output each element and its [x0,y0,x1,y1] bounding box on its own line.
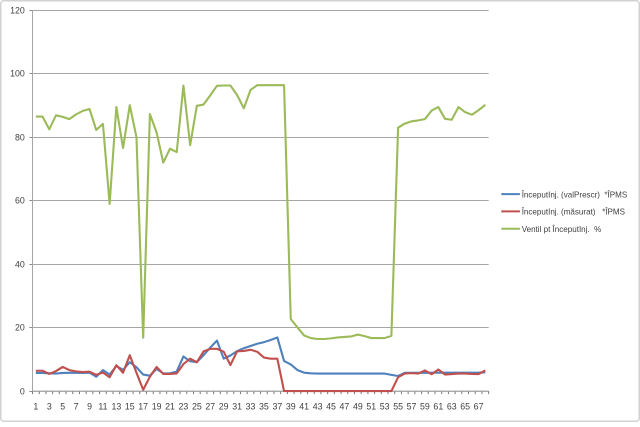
svg-text:41: 41 [299,402,309,412]
svg-text:60: 60 [15,196,25,206]
svg-text:21: 21 [165,402,175,412]
svg-text:27: 27 [205,402,215,412]
svg-text:31: 31 [232,402,242,412]
svg-text:15: 15 [125,402,135,412]
svg-text:40: 40 [15,260,25,270]
svg-text:25: 25 [192,402,202,412]
svg-text:23: 23 [179,402,189,412]
svg-text:5: 5 [60,402,65,412]
svg-text:9: 9 [87,402,92,412]
svg-text:61: 61 [433,402,443,412]
svg-text:11: 11 [98,402,107,412]
svg-text:13: 13 [111,402,121,412]
svg-text:1: 1 [33,402,38,412]
svg-text:29: 29 [219,402,229,412]
svg-text:51: 51 [366,402,376,412]
svg-text:49: 49 [353,402,363,412]
svg-text:33: 33 [246,402,256,412]
svg-text:20: 20 [15,323,25,333]
svg-text:65: 65 [460,402,470,412]
svg-text:39: 39 [286,402,296,412]
svg-text:0: 0 [20,387,25,397]
svg-text:43: 43 [313,402,323,412]
svg-text:120: 120 [10,6,25,16]
svg-text:Ventil pt ÎnceputInj. %: Ventil pt ÎnceputInj. % [522,225,602,234]
svg-text:ÎnceputInj. (măsurat) *ÎPMS: ÎnceputInj. (măsurat) *ÎPMS [521,208,625,217]
svg-text:53: 53 [380,402,390,412]
svg-text:19: 19 [152,402,162,412]
svg-text:55: 55 [393,402,403,412]
svg-text:7: 7 [74,402,79,412]
svg-text:80: 80 [15,133,25,143]
svg-text:37: 37 [272,402,282,412]
svg-text:3: 3 [47,402,52,412]
svg-text:ÎnceputInj. (valPrescr) *ÎPMS: ÎnceputInj. (valPrescr) *ÎPMS [521,190,628,199]
svg-text:45: 45 [326,402,336,412]
svg-text:100: 100 [10,69,25,79]
svg-text:57: 57 [407,402,417,412]
svg-text:63: 63 [447,402,457,412]
svg-text:47: 47 [340,402,350,412]
svg-text:35: 35 [259,402,269,412]
svg-text:59: 59 [420,402,430,412]
svg-text:67: 67 [474,402,484,412]
svg-text:17: 17 [138,402,148,412]
